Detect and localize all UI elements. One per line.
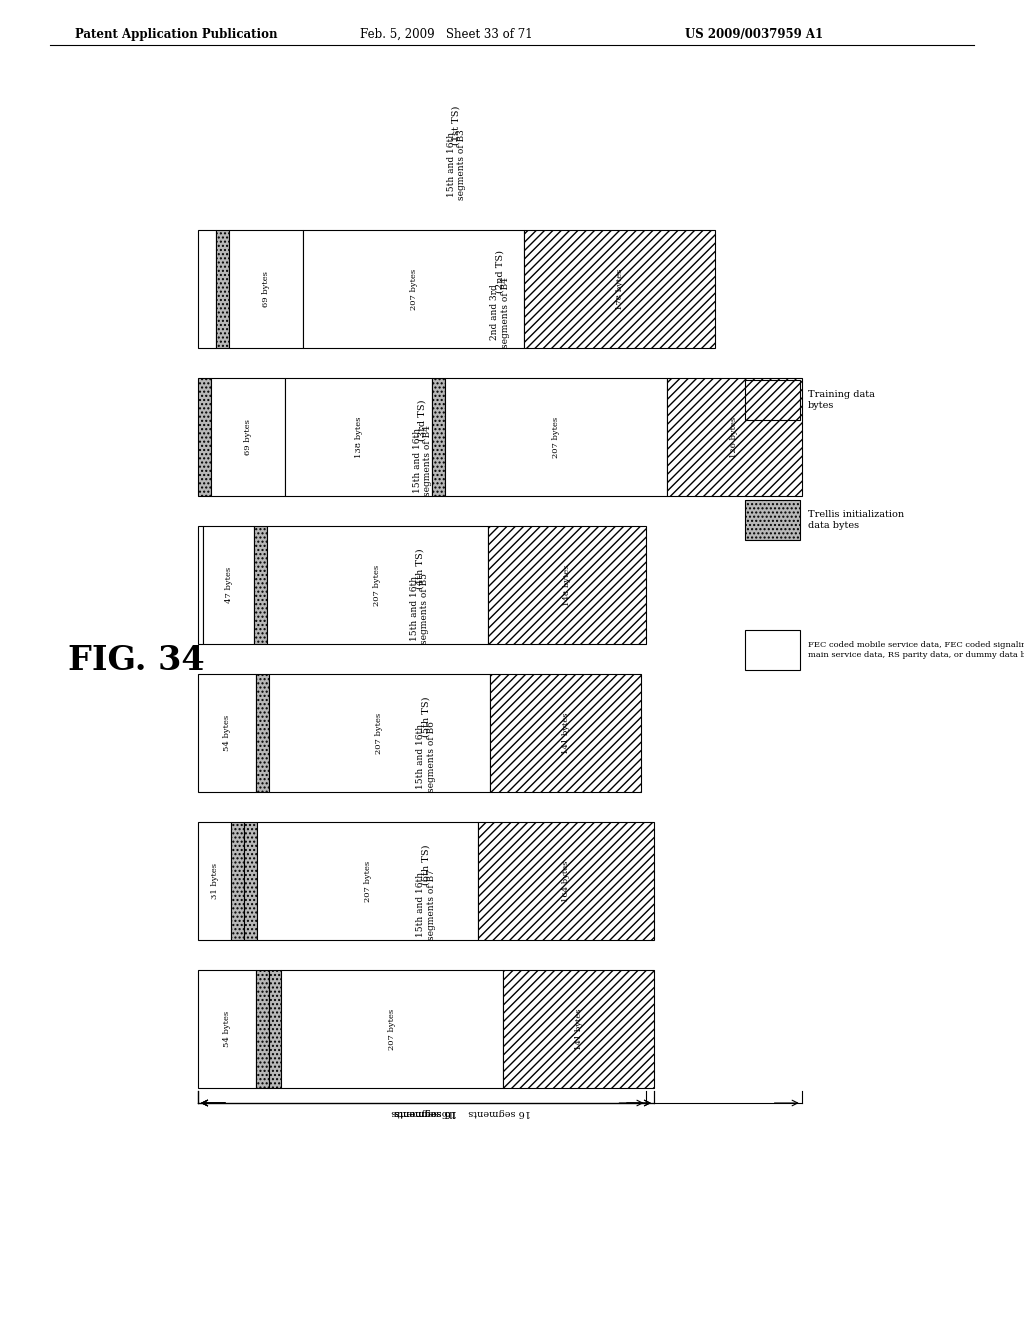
Bar [488,525,646,644]
Bar [282,970,503,1088]
Bar [216,230,229,348]
Text: 54 bytes: 54 bytes [223,1011,230,1047]
Text: 148 bytes: 148 bytes [563,564,571,606]
Text: 207 bytes: 207 bytes [374,565,381,606]
Text: (6th TS): (6th TS) [422,845,430,884]
Bar [211,378,285,496]
Text: 31 bytes: 31 bytes [211,863,218,899]
Bar [204,525,254,644]
Text: FEC coded mobile service data, FEC coded signaling data,
main service data, RS p: FEC coded mobile service data, FEC coded… [808,642,1024,659]
Bar [256,970,268,1088]
Text: US 2009/0037959 A1: US 2009/0037959 A1 [685,28,823,41]
Text: 126 bytes: 126 bytes [730,416,738,458]
Bar [745,380,800,420]
Bar [244,822,257,940]
Bar [432,378,445,496]
Text: 207 bytes: 207 bytes [410,268,418,310]
Text: 141 bytes: 141 bytes [562,713,569,754]
Text: 207 bytes: 207 bytes [376,713,383,754]
Bar [524,230,715,348]
Bar [268,675,490,792]
Bar [256,675,268,792]
Bar [198,822,231,940]
Text: (4th TS): (4th TS) [415,548,424,589]
Text: Patent Application Publication: Patent Application Publication [75,28,278,41]
Text: 16 segments: 16 segments [468,1107,531,1117]
Text: (1st TS): (1st TS) [452,106,461,145]
Text: (5th TS): (5th TS) [422,697,430,737]
Text: 15th and 16th
segments of B7: 15th and 16th segments of B7 [417,869,435,940]
Text: 138 bytes: 138 bytes [354,416,362,458]
Text: 54 bytes: 54 bytes [223,715,230,751]
Bar [268,970,282,1088]
Bar [198,970,256,1088]
Text: (3rd TS): (3rd TS) [418,400,427,441]
Bar [231,822,244,940]
Text: Feb. 5, 2009   Sheet 33 of 71: Feb. 5, 2009 Sheet 33 of 71 [360,28,532,41]
Text: 16 segments: 16 segments [391,1107,454,1117]
Text: 15th and 16th
segments of B3: 15th and 16th segments of B3 [446,129,466,201]
Text: FIG. 34: FIG. 34 [68,644,205,676]
Bar [198,378,211,496]
Bar [745,500,800,540]
Bar [478,822,654,940]
Text: 2nd and 3rd
segments of B4: 2nd and 3rd segments of B4 [490,277,510,348]
Bar [285,378,432,496]
Text: 164 bytes: 164 bytes [562,861,570,902]
Text: 141 bytes: 141 bytes [574,1008,583,1049]
Bar [303,230,524,348]
Bar [667,378,802,496]
Text: Training data
bytes: Training data bytes [808,391,874,409]
Bar [198,525,204,644]
Bar [198,675,256,792]
Text: 178 bytes: 178 bytes [615,268,624,310]
Text: (2nd TS): (2nd TS) [496,249,505,293]
Bar [266,525,488,644]
Bar [198,230,216,348]
Bar [254,525,266,644]
Text: 69 bytes: 69 bytes [262,271,270,308]
Text: 207 bytes: 207 bytes [364,861,372,902]
Bar [257,822,478,940]
Text: 15th and 16th
segments of B4: 15th and 16th segments of B4 [413,425,432,496]
Text: 16 segments: 16 segments [394,1107,458,1117]
Bar [745,630,800,671]
Text: 47 bytes: 47 bytes [224,566,232,603]
Bar [503,970,654,1088]
Bar [490,675,641,792]
Text: 16 segments: 16 segments [394,1107,458,1117]
Text: Trellis initialization
data bytes: Trellis initialization data bytes [808,511,904,529]
Text: 207 bytes: 207 bytes [552,416,560,458]
Bar [445,378,667,496]
Text: 69 bytes: 69 bytes [244,418,252,455]
Text: 15th and 16th
segments of B5: 15th and 16th segments of B5 [410,573,429,644]
Text: 207 bytes: 207 bytes [388,1008,396,1049]
Bar [229,230,303,348]
Text: 15th and 16th
segments of B6: 15th and 16th segments of B6 [417,721,435,792]
